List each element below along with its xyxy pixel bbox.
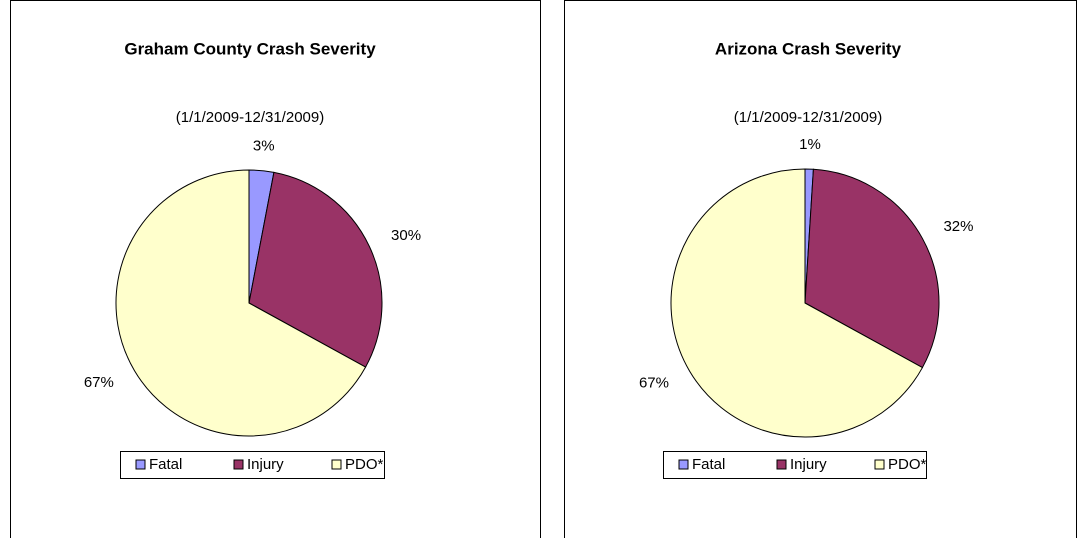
data-label: 67% (84, 374, 114, 391)
data-label: 67% (639, 374, 669, 391)
chart-title: Graham County Crash Severity (124, 39, 376, 58)
legend-swatch (776, 459, 787, 470)
legend-swatch (233, 459, 244, 470)
data-label: 30% (391, 227, 421, 244)
legend-swatch (331, 459, 342, 470)
legend-swatch (678, 459, 689, 470)
legend-swatch (135, 459, 146, 470)
pie-slice (115, 169, 367, 437)
legend-label: Fatal (149, 456, 182, 473)
chart-title: Arizona Crash Severity (715, 39, 902, 58)
legend-swatch (874, 459, 885, 470)
pie-slice (804, 168, 940, 369)
legend-label: Injury (790, 456, 827, 473)
legend-label: Fatal (692, 456, 725, 473)
data-label: 32% (943, 218, 973, 235)
pie-slice (670, 168, 924, 438)
chart-subtitle: (1/1/2009-12/31/2009) (734, 109, 882, 126)
data-label: 3% (253, 138, 275, 155)
legend-label: PDO* (345, 456, 384, 473)
pie-slice (248, 171, 383, 368)
data-label: 1% (799, 136, 821, 153)
chart-subtitle: (1/1/2009-12/31/2009) (176, 109, 324, 126)
legend-label: Injury (247, 456, 284, 473)
legend-label: PDO* (888, 456, 927, 473)
